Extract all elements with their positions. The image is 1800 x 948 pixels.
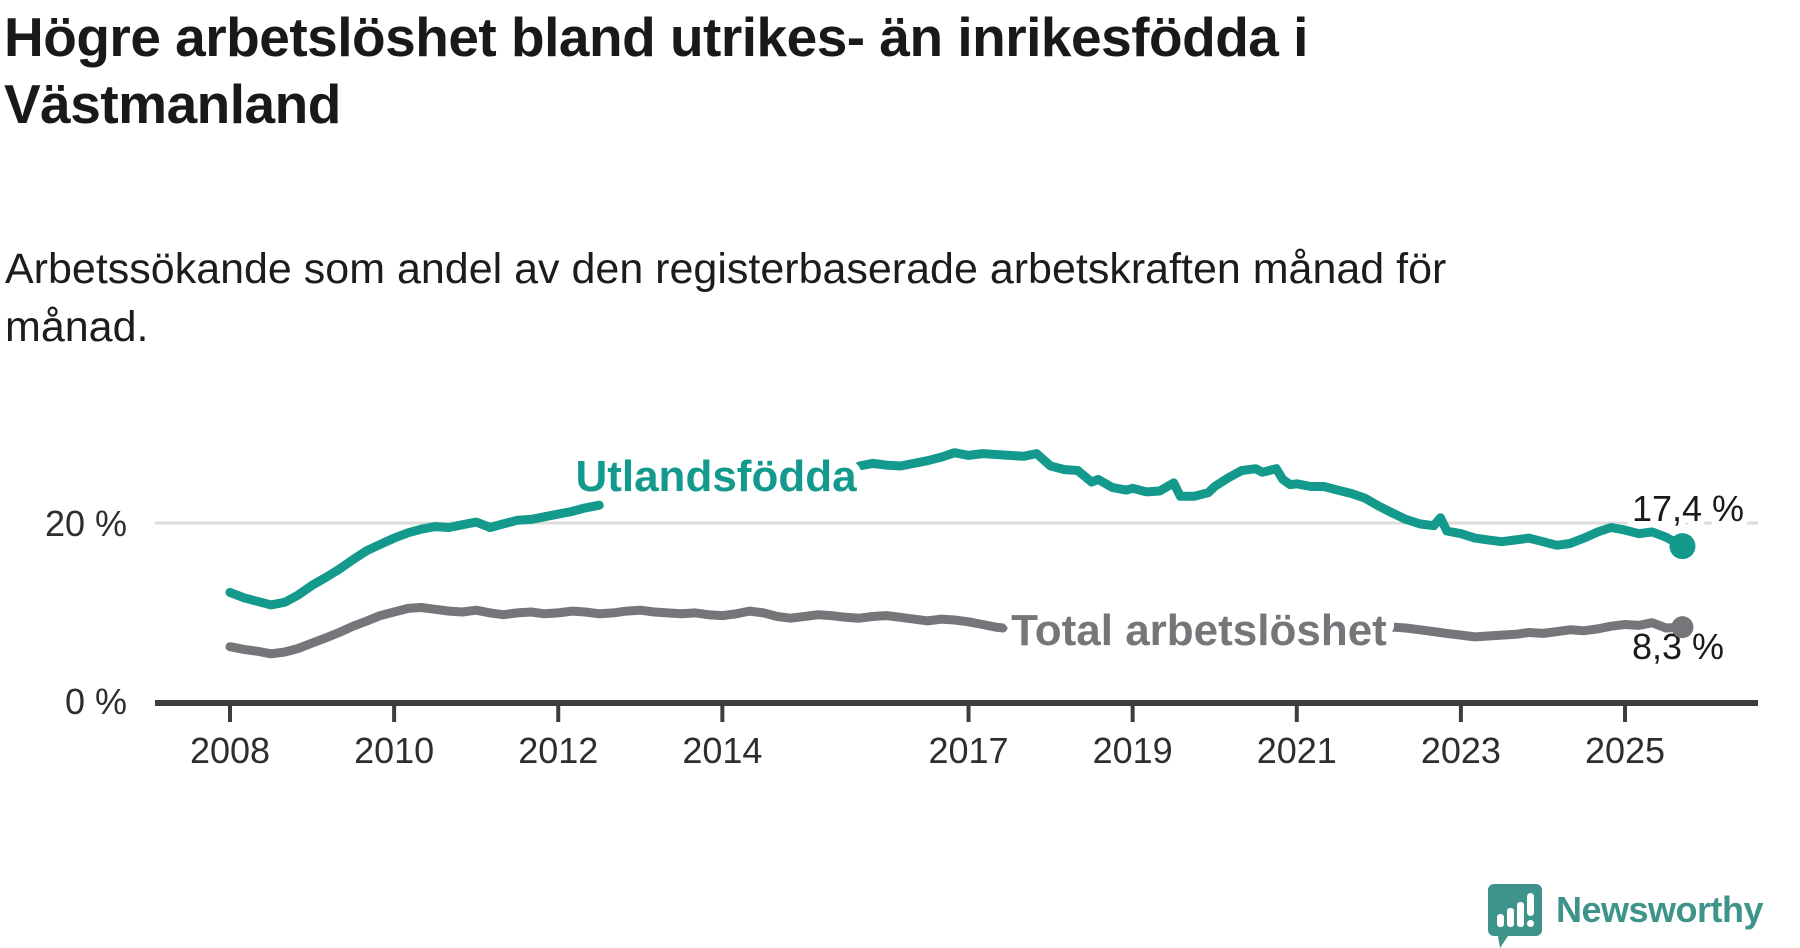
x-axis-tick-label-2025: 2025 [1585,730,1665,771]
y-axis-label-20: 20 % [45,503,127,544]
newsworthy-logo-icon [1488,884,1542,948]
x-axis-tick-label-2021: 2021 [1257,730,1337,771]
page-title-line-2: Västmanland [4,73,341,135]
end-value-label-utlandsfodda: 17,4 % [1632,488,1744,529]
series-total-end-dot [1671,616,1694,639]
page-title-line-1: Högre arbetslöshet bland utrikes- än inr… [4,6,1308,68]
x-axis-tick-label-2010: 2010 [354,730,434,771]
series-total-line-seg0 [225,603,1008,659]
page-subtitle-line-1: Arbetssökande som andel av den registerb… [5,245,1447,293]
x-axis-tick-label-2014: 2014 [682,730,762,771]
x-axis-tick-label-2008: 2008 [190,730,270,771]
newsworthy-logo: Newsworthy [1488,884,1764,948]
newsworthy-wordmark: Newsworthy [1556,889,1764,930]
x-axis-tick-label-2017: 2017 [928,730,1008,771]
series-utlandsfodda-end-dot [1669,533,1696,560]
x-axis-tick-label-2012: 2012 [518,730,598,771]
series-label-utlandsfodda: Utlandsfödda [575,452,857,501]
y-axis-label-0: 0 % [65,681,127,722]
series-total-line-seg1 [1388,618,1687,642]
page-subtitle: Arbetssökande som andel av den registerb… [5,240,1765,356]
x-axis-tick-label-2019: 2019 [1093,730,1173,771]
series-label-total: Total arbetslöshet [1011,606,1387,655]
x-axis-tick-label-2023: 2023 [1421,730,1501,771]
page-title: Högre arbetslöshet bland utrikes- än inr… [4,4,1764,138]
page-subtitle-line-2: månad. [5,303,149,351]
series-utlandsfodda-line-seg0 [225,500,604,610]
series-utlandsfodda-line-seg1 [854,448,1687,551]
